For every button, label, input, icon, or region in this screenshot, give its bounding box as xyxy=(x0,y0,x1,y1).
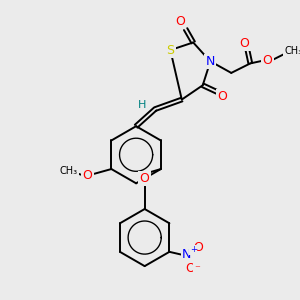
Text: CH₃: CH₃ xyxy=(59,166,78,176)
Text: O: O xyxy=(262,54,272,67)
Text: O: O xyxy=(217,90,227,103)
Text: O: O xyxy=(193,241,203,254)
Text: O: O xyxy=(82,169,92,182)
Text: S: S xyxy=(167,44,174,57)
Text: O: O xyxy=(185,262,195,275)
Text: N: N xyxy=(182,248,191,261)
Text: ⁻: ⁻ xyxy=(194,264,200,274)
Text: CH₃: CH₃ xyxy=(284,46,300,56)
Text: O: O xyxy=(175,15,185,28)
Text: +: + xyxy=(190,245,196,254)
Text: O: O xyxy=(140,172,150,185)
Text: O: O xyxy=(240,37,250,50)
Text: H: H xyxy=(138,100,146,110)
Text: N: N xyxy=(206,55,215,68)
